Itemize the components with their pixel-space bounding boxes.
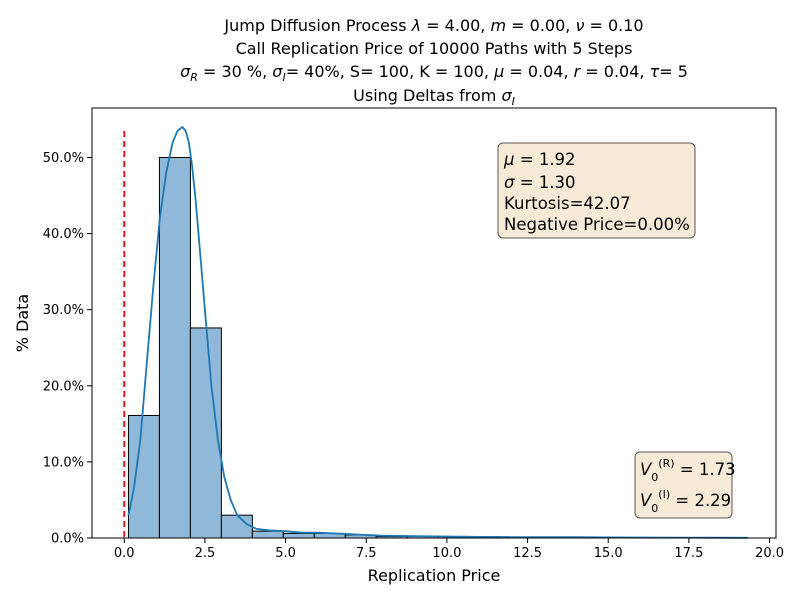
x-tick-label: 2.5 <box>195 546 216 561</box>
y-axis-label: % Data <box>13 294 32 353</box>
histogram-bar <box>282 532 315 539</box>
value-box-frame <box>634 451 733 519</box>
title-line-4: Using Deltas from σI <box>353 86 515 108</box>
histogram-bar <box>127 414 160 539</box>
stat-sigma: σ = 1.30 <box>504 173 576 192</box>
histogram-bar <box>220 514 253 539</box>
x-tick-label: 20.0 <box>755 546 784 561</box>
plot-frame <box>91 107 777 539</box>
x-tick-label: 12.5 <box>513 546 542 561</box>
title-line-3: σR = 30 %, σI= 40%, S= 100, K = 100, μ =… <box>180 62 688 84</box>
x-tick-label: 0.0 <box>114 546 135 561</box>
chart-title: Jump Diffusion Process λ = 4.00, m = 0.0… <box>180 16 688 108</box>
y-tick-label: 30.0% <box>43 303 84 318</box>
x-tick-label: 10.0 <box>432 546 461 561</box>
kde-line <box>127 125 748 539</box>
y-tick-label: 50.0% <box>43 151 84 166</box>
stat-kurtosis: Kurtosis=42.07 <box>504 194 631 213</box>
x-tick-label: 15.0 <box>594 546 623 561</box>
x-axis-ticks: 0.0 2.5 5.0 7.5 10.0 12.5 15.0 17.5 20.0 <box>114 538 784 561</box>
value-v0-i: V0(I) = 2.29 <box>640 488 731 515</box>
y-tick-label: 0.0% <box>51 532 84 547</box>
histogram-bar <box>158 156 191 539</box>
value-v0-r: V0(R) = 1.73 <box>640 457 736 484</box>
stats-box: μ = 1.92 σ = 1.30 Kurtosis=42.07 Negativ… <box>497 142 696 239</box>
y-tick-label: 20.0% <box>43 379 84 394</box>
y-axis-ticks: 0.0% 10.0% 20.0% 30.0% 40.0% 50.0% <box>43 151 92 547</box>
histogram-bars <box>127 156 749 539</box>
y-tick-label: 40.0% <box>43 227 84 242</box>
x-tick-label: 7.5 <box>356 546 377 561</box>
x-axis-label: Replication Price <box>368 566 501 585</box>
histogram-bar <box>251 530 284 539</box>
y-tick-label: 10.0% <box>43 455 84 470</box>
title-line-1: Jump Diffusion Process λ = 4.00, m = 0.0… <box>223 16 643 35</box>
stat-mean: μ = 1.92 <box>503 150 576 169</box>
title-line-2: Call Replication Price of 10000 Paths wi… <box>236 39 633 58</box>
stats-box-frame <box>497 142 696 239</box>
stat-negative-price: Negative Price=0.00% <box>504 215 690 234</box>
x-tick-label: 5.0 <box>275 546 296 561</box>
x-tick-label: 17.5 <box>674 546 703 561</box>
value-box: V0(R) = 1.73 V0(I) = 2.29 <box>634 451 736 519</box>
